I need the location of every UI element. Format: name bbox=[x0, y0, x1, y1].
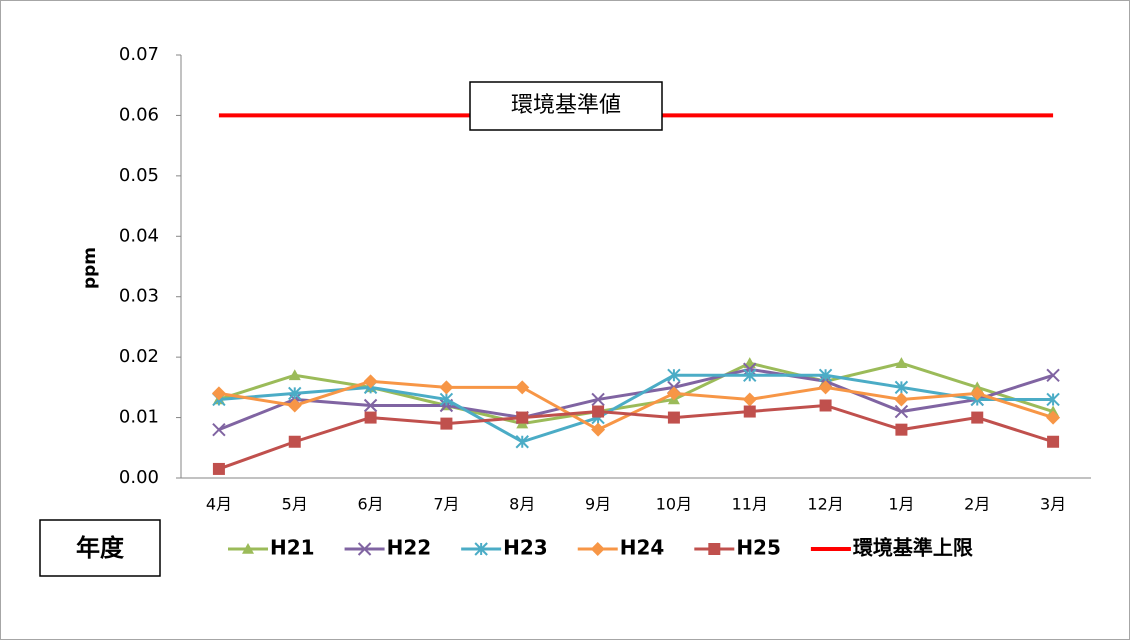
legend-label: H24 bbox=[620, 536, 665, 560]
series-line bbox=[218, 367, 1054, 432]
series-marker bbox=[515, 435, 529, 449]
x-tick-label: 6月 bbox=[357, 495, 383, 514]
series-marker bbox=[212, 462, 225, 475]
series-marker bbox=[894, 404, 909, 419]
series-marker bbox=[818, 368, 833, 382]
series-marker bbox=[667, 411, 680, 424]
legend-marker bbox=[474, 542, 488, 556]
series-line bbox=[218, 373, 1054, 444]
series-marker bbox=[743, 362, 757, 376]
y-tick-label: 0.01 bbox=[119, 407, 159, 428]
series-marker bbox=[363, 374, 378, 389]
legend-title-box bbox=[39, 519, 161, 577]
series-marker bbox=[667, 368, 681, 382]
series-marker bbox=[440, 417, 453, 430]
legend-marker bbox=[590, 542, 605, 556]
series-marker bbox=[970, 386, 985, 401]
series-marker bbox=[1046, 410, 1061, 425]
series-marker bbox=[971, 411, 984, 424]
series-marker bbox=[439, 392, 454, 407]
series-marker bbox=[743, 405, 756, 418]
x-tick-label: 2月 bbox=[964, 495, 990, 514]
legend-label: H25 bbox=[736, 536, 781, 560]
series-marker bbox=[211, 386, 226, 401]
legend-marker bbox=[708, 543, 721, 555]
series-marker bbox=[288, 386, 302, 401]
y-tick-label: 0.04 bbox=[119, 225, 159, 246]
legend-label: H21 bbox=[270, 536, 315, 560]
series-marker bbox=[818, 380, 833, 395]
series-marker bbox=[288, 435, 301, 448]
series-marker bbox=[895, 423, 908, 436]
series-marker bbox=[894, 392, 909, 407]
x-tick-label: 8月 bbox=[509, 495, 535, 514]
legend-marker bbox=[357, 542, 372, 556]
y-tick-label: 0.06 bbox=[119, 104, 159, 125]
series-marker bbox=[742, 392, 757, 407]
series-marker bbox=[592, 405, 605, 418]
legend-marker bbox=[242, 543, 254, 554]
series-marker bbox=[364, 411, 377, 424]
x-tick-label: 9月 bbox=[585, 495, 611, 514]
x-tick-label: 3月 bbox=[1040, 495, 1066, 514]
series-line bbox=[218, 379, 1054, 432]
x-tick-label: 1月 bbox=[888, 495, 914, 514]
y-tick-label: 0.02 bbox=[119, 346, 159, 367]
x-tick-label: 4月 bbox=[206, 495, 232, 514]
series-marker bbox=[591, 422, 606, 437]
series-marker bbox=[666, 386, 681, 401]
legend-title: 年度 bbox=[76, 534, 125, 562]
series-marker bbox=[895, 357, 908, 368]
series-marker bbox=[287, 398, 302, 413]
series-marker bbox=[591, 392, 605, 407]
x-tick-label: 7月 bbox=[433, 495, 459, 514]
x-tick-label: 5月 bbox=[282, 495, 308, 514]
series-marker bbox=[894, 380, 909, 395]
series-marker bbox=[439, 380, 454, 395]
series-marker bbox=[1046, 392, 1060, 407]
annotation-box bbox=[469, 81, 663, 131]
y-tick-label: 0.05 bbox=[119, 165, 159, 186]
series-marker bbox=[212, 422, 226, 437]
y-tick-label: 0.00 bbox=[119, 467, 159, 488]
series-marker bbox=[1047, 435, 1060, 448]
series-marker bbox=[1046, 368, 1060, 382]
series-marker bbox=[819, 399, 832, 412]
series-line bbox=[218, 403, 1054, 471]
legend-label: H23 bbox=[503, 536, 548, 560]
x-tick-label: 10月 bbox=[656, 495, 692, 514]
x-tick-label: 12月 bbox=[807, 495, 843, 514]
series-marker bbox=[743, 368, 757, 382]
series-marker bbox=[363, 398, 378, 413]
x-tick-label: 11月 bbox=[732, 495, 768, 514]
legend-label: H22 bbox=[387, 536, 432, 560]
y-axis-label: ppm bbox=[80, 247, 100, 289]
series-marker bbox=[515, 380, 530, 395]
legend-label: 環境基準上限 bbox=[853, 536, 973, 560]
annotation: 環境基準値 bbox=[511, 93, 621, 118]
y-tick-label: 0.07 bbox=[119, 44, 159, 65]
series-marker bbox=[516, 411, 529, 424]
series-marker bbox=[288, 369, 301, 381]
y-tick-label: 0.03 bbox=[119, 286, 159, 307]
